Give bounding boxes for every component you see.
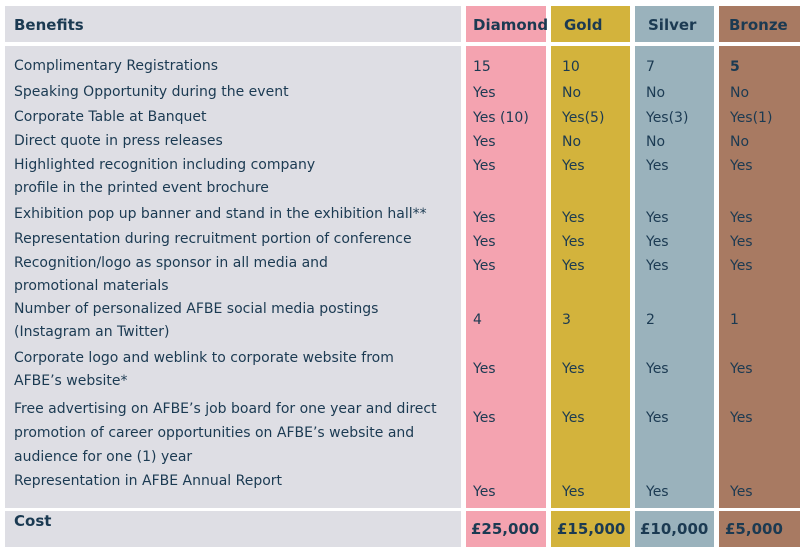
cost-bronze-cell <box>719 511 800 547</box>
diamond-value: Yes <box>473 410 496 426</box>
silver-column <box>635 46 714 508</box>
gold-value: Yes <box>562 410 585 426</box>
bronze-value: Yes <box>730 234 753 250</box>
bronze-value: 5 <box>730 59 740 75</box>
benefit-label: Representation in AFBE Annual Report <box>14 473 283 489</box>
diamond-value: 4 <box>473 312 482 328</box>
benefit-label: Free advertising on AFBE’s job board for… <box>14 401 437 465</box>
header-bronze-cell <box>719 6 800 42</box>
cost-silver-cell <box>635 511 714 547</box>
benefit-label: Corporate logo and weblink to corporate … <box>14 350 394 389</box>
bronze-value: Yes <box>730 410 753 426</box>
header-gold: Gold <box>564 16 603 34</box>
header-gold-cell <box>551 6 630 42</box>
header-benefits-cell <box>5 6 461 42</box>
cost-diamond: £25,000 <box>471 520 540 538</box>
benefits-column <box>5 46 461 508</box>
cost-gold-cell <box>551 511 630 547</box>
benefit-label: Recognition/logo as sponsor in all media… <box>14 255 328 294</box>
benefit-label: Representation during recruitment portio… <box>14 231 412 247</box>
header-benefits: Benefits <box>14 16 84 34</box>
header-silver-cell <box>635 6 714 42</box>
gold-value: 10 <box>562 59 580 75</box>
bronze-value: No <box>730 134 750 150</box>
gold-value: Yes <box>562 158 585 174</box>
benefit-label: Number of personalized AFBE social media… <box>14 301 379 340</box>
bronze-value: Yes <box>730 158 753 174</box>
silver-value: No <box>646 134 666 150</box>
gold-value: Yes(5) <box>562 110 605 126</box>
gold-value: Yes <box>562 210 585 226</box>
cost-bronze: £5,000 <box>725 520 783 538</box>
benefit-label: Exhibition pop up banner and stand in th… <box>14 206 427 222</box>
header-silver: Silver <box>648 16 697 34</box>
benefit-label: Direct quote in press releases <box>14 133 223 149</box>
diamond-value: Yes <box>473 234 496 250</box>
diamond-value: Yes <box>473 361 496 377</box>
benefit-label: Highlighted recognition including compan… <box>14 157 316 196</box>
gold-value: Yes <box>562 258 585 274</box>
bronze-value: Yes <box>730 210 753 226</box>
silver-value: Yes <box>646 158 669 174</box>
bronze-value: Yes <box>730 484 753 500</box>
cost-gold: £15,000 <box>557 520 626 538</box>
silver-value: 7 <box>646 59 655 75</box>
diamond-value: Yes <box>473 134 496 150</box>
silver-value: 2 <box>646 312 655 328</box>
benefit-label: Corporate Table at Banquet <box>14 109 207 125</box>
header-diamond: Diamond <box>473 16 549 34</box>
cost-diamond-cell <box>466 511 546 547</box>
diamond-value: Yes <box>473 85 496 101</box>
silver-value: Yes <box>646 258 669 274</box>
gold-column <box>551 46 630 508</box>
silver-value: Yes <box>646 410 669 426</box>
bronze-value: Yes(1) <box>730 110 773 126</box>
bronze-value: No <box>730 85 750 101</box>
gold-value: Yes <box>562 484 585 500</box>
bronze-value: 1 <box>730 312 739 328</box>
bronze-value: Yes <box>730 258 753 274</box>
header-bronze: Bronze <box>729 16 788 34</box>
silver-value: Yes <box>646 484 669 500</box>
diamond-value: 15 <box>473 59 491 75</box>
bronze-column <box>719 46 800 508</box>
gold-value: Yes <box>562 234 585 250</box>
cost-silver: £10,000 <box>640 520 709 538</box>
gold-value: 3 <box>562 312 571 328</box>
diamond-value: Yes <box>473 210 496 226</box>
diamond-value: Yes (10) <box>473 110 529 126</box>
diamond-value: Yes <box>473 258 496 274</box>
silver-value: No <box>646 85 666 101</box>
benefit-label: Complimentary Registrations <box>14 58 219 74</box>
diamond-column <box>466 46 546 508</box>
silver-value: Yes <box>646 210 669 226</box>
silver-value: Yes <box>646 361 669 377</box>
gold-value: No <box>562 85 582 101</box>
header-diamond-cell <box>466 6 546 42</box>
cost-label: Cost <box>14 512 52 530</box>
diamond-value: Yes <box>473 158 496 174</box>
bronze-value: Yes <box>730 361 753 377</box>
gold-value: No <box>562 134 582 150</box>
silver-value: Yes <box>646 234 669 250</box>
silver-value: Yes(3) <box>646 110 689 126</box>
benefit-label: Speaking Opportunity during the event <box>14 84 289 100</box>
gold-value: Yes <box>562 361 585 377</box>
cost-label-cell <box>5 511 461 547</box>
diamond-value: Yes <box>473 484 496 500</box>
